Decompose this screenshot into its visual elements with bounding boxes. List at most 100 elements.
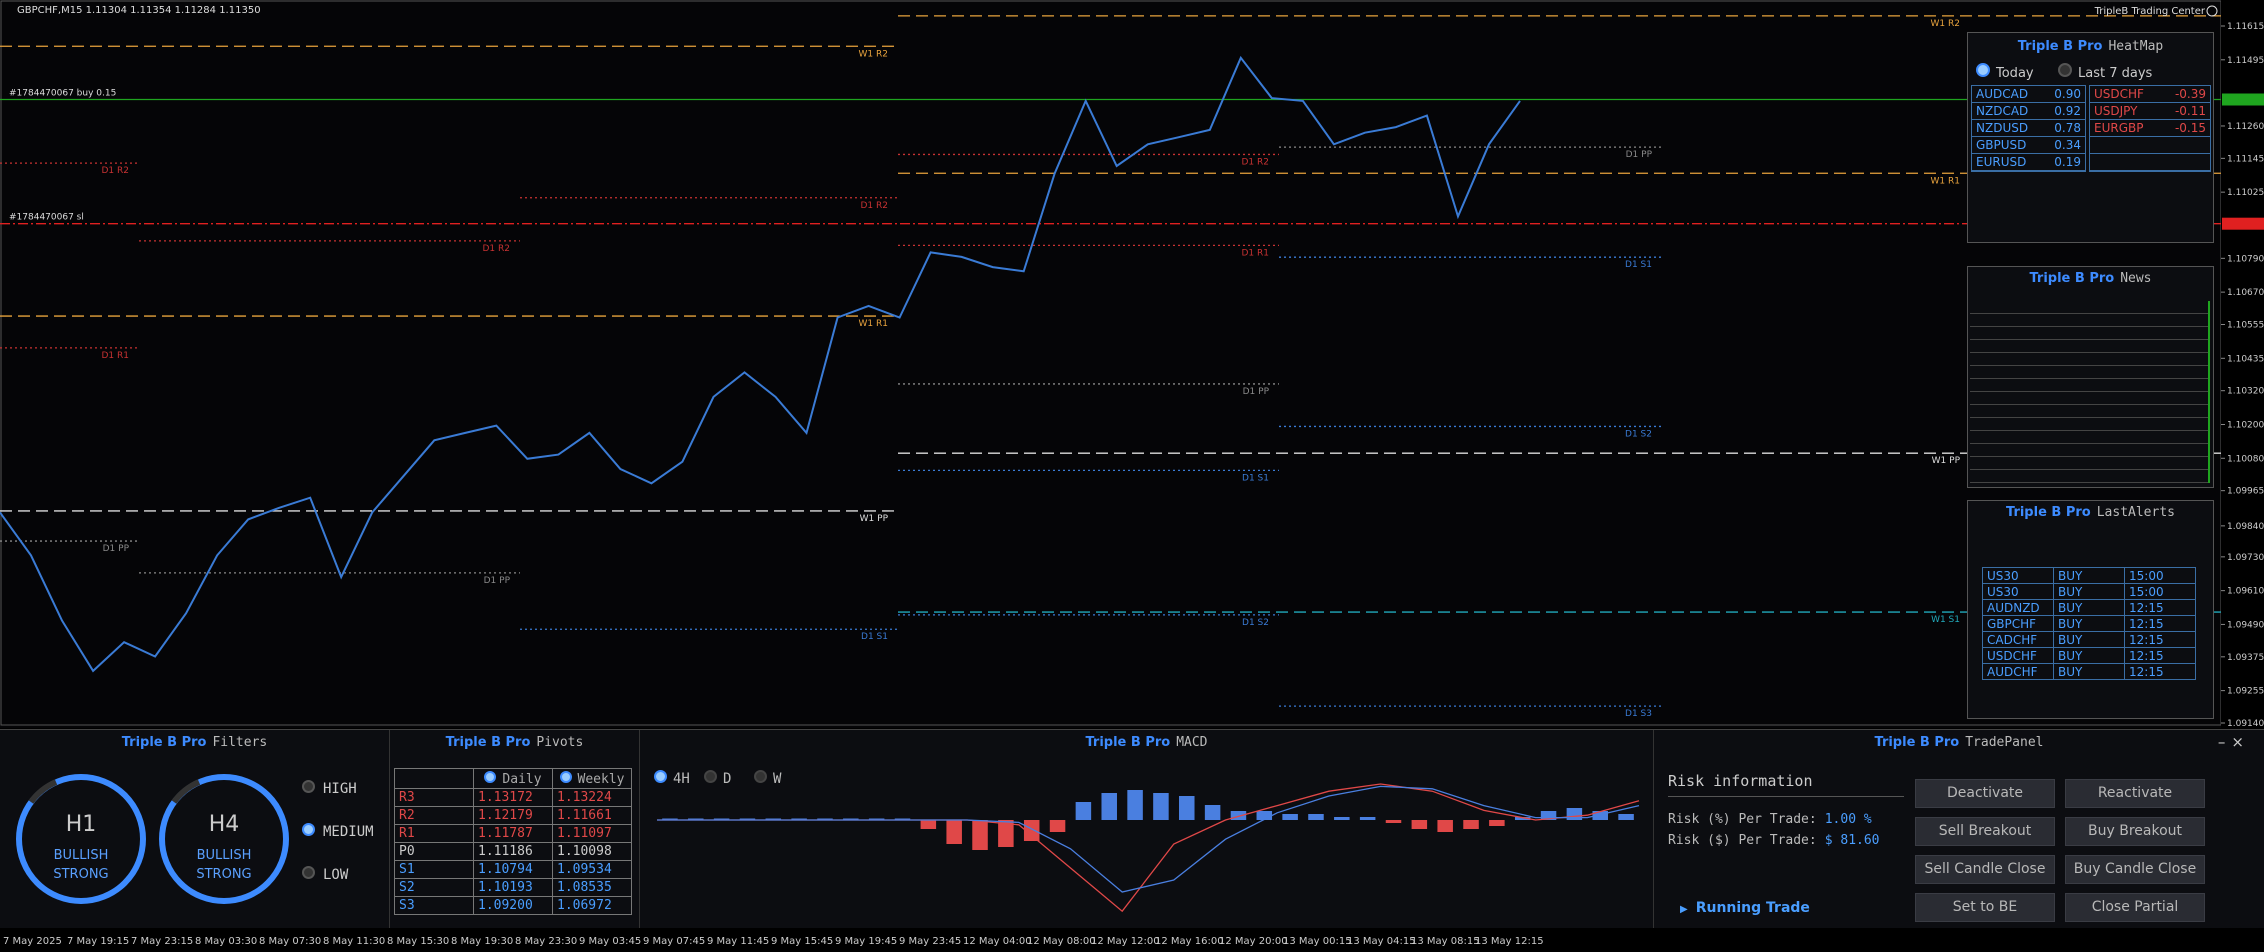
news-row bbox=[1970, 379, 2208, 392]
level-label: D1 R2 bbox=[861, 201, 889, 211]
level-label: D1 PP bbox=[103, 544, 130, 554]
filter-option[interactable]: HIGH bbox=[302, 780, 357, 797]
news-row bbox=[1970, 392, 2208, 405]
risk-row: Risk (%) Per Trade: 1.00 % bbox=[1668, 812, 1872, 827]
gauge: H4 BULLISH STRONG bbox=[159, 774, 289, 904]
histogram-bar bbox=[1204, 805, 1221, 820]
panel-title: Triple B Pro Pivots bbox=[390, 735, 639, 750]
trade-panel: Triple B Pro TradePanel –× Risk information… bbox=[1654, 730, 2264, 928]
timeframe-option[interactable]: W bbox=[754, 770, 781, 787]
y-tick-label: 1.10320 bbox=[2227, 387, 2264, 397]
level-label: D1 S2 bbox=[1625, 429, 1652, 439]
option-label: Last 7 days bbox=[2078, 66, 2153, 81]
time-label: 12 May 12:00 bbox=[1091, 936, 1160, 947]
news-row bbox=[1970, 470, 2208, 483]
alert-cell: BUY bbox=[2053, 631, 2125, 648]
trade-button[interactable]: Close Partial bbox=[2065, 893, 2205, 922]
trade-button[interactable]: Sell Breakout bbox=[1915, 817, 2055, 846]
pivot-cell: P0 bbox=[394, 842, 474, 861]
risk-heading: Risk information bbox=[1668, 772, 1813, 790]
trade-button[interactable]: Buy Candle Close bbox=[2065, 855, 2205, 884]
option-label: MEDIUM bbox=[323, 824, 374, 840]
pivot-cell: S1 bbox=[394, 860, 474, 879]
radio[interactable] bbox=[654, 770, 667, 783]
level-label: D1 S1 bbox=[1242, 473, 1269, 483]
heatmap-column: AUDCAD 0.90 NZDCAD 0.92 NZDUSD 0.78 GBPUSD 0.34… bbox=[1971, 85, 2086, 172]
macd-panel: Triple B Pro MACD 4H D W bbox=[640, 730, 1654, 928]
time-label: 13 May 00:15 bbox=[1283, 936, 1352, 947]
panel-title: Triple B Pro News bbox=[1968, 271, 2213, 286]
risk-value: 1.00 % bbox=[1824, 812, 1872, 827]
divider bbox=[1668, 796, 1904, 797]
radio[interactable] bbox=[484, 770, 497, 783]
pivot-row: R1 1.11787 1.11097 bbox=[394, 824, 632, 843]
y-tick-label: 1.10200 bbox=[2227, 420, 2264, 430]
radio[interactable] bbox=[302, 823, 315, 836]
pivot-cell: S2 bbox=[394, 878, 474, 897]
trade-button[interactable]: Deactivate bbox=[1915, 779, 2055, 808]
y-tick-label: 1.09375 bbox=[2227, 653, 2264, 663]
news-row bbox=[1970, 405, 2208, 418]
alert-row: AUDNZD BUY 12:15 bbox=[1982, 599, 2196, 616]
gauge-trend: BULLISH bbox=[197, 848, 252, 863]
radio[interactable] bbox=[2058, 63, 2072, 77]
pivot-row: R3 1.13172 1.13224 bbox=[394, 788, 632, 807]
panel-title: Triple B Pro HeatMap bbox=[1968, 39, 2213, 54]
gauge-ring bbox=[159, 774, 289, 904]
radio[interactable] bbox=[302, 866, 315, 879]
histogram-bar bbox=[1514, 817, 1531, 820]
radio[interactable] bbox=[1976, 63, 1990, 77]
filter-option[interactable]: LOW bbox=[302, 866, 348, 883]
close-buttons[interactable]: –× bbox=[2217, 733, 2250, 751]
pivot-row: S1 1.10794 1.09534 bbox=[394, 860, 632, 879]
heatmap-row: EURUSD 0.19 bbox=[1972, 154, 2085, 171]
trade-label: #1784470067 sl bbox=[9, 213, 84, 223]
heatmap-row: EURGBP -0.15 bbox=[2090, 120, 2210, 137]
timeframe-option[interactable]: D bbox=[704, 770, 731, 787]
trade-button[interactable]: Buy Breakout bbox=[2065, 817, 2205, 846]
pivot-cell: 1.13172 bbox=[473, 788, 553, 807]
trade-button[interactable]: Sell Candle Close bbox=[1915, 855, 2055, 884]
histogram-bar bbox=[1618, 814, 1634, 820]
time-label: 7 May 2025 bbox=[3, 936, 62, 947]
histogram-bar bbox=[1075, 802, 1092, 820]
timeframe-option[interactable]: 4H bbox=[654, 770, 690, 787]
radio[interactable] bbox=[302, 780, 315, 793]
filter-option[interactable]: MEDIUM bbox=[302, 823, 374, 840]
pair: NZDUSD bbox=[1976, 121, 2029, 135]
alert-cell: BUY bbox=[2053, 663, 2125, 680]
level-label: D1 S3 bbox=[1625, 709, 1652, 719]
symbol-info: GBPCHF,M15 1.11304 1.11354 1.11284 1.113… bbox=[17, 5, 261, 16]
alert-cell: 12:15 bbox=[2124, 615, 2196, 632]
option-label: D bbox=[723, 771, 732, 787]
score: -0.11 bbox=[2174, 104, 2206, 118]
trade-button[interactable]: Reactivate bbox=[2065, 779, 2205, 808]
title-brand: Triple B Pro bbox=[2029, 271, 2115, 286]
time-label: 12 May 04:00 bbox=[963, 936, 1032, 947]
y-tick-label: 1.11025 bbox=[2227, 188, 2264, 198]
alert-cell: 15:00 bbox=[2124, 583, 2196, 600]
alert-cell: 12:15 bbox=[2124, 631, 2196, 648]
time-label: 12 May 16:00 bbox=[1155, 936, 1224, 947]
histogram-bar bbox=[843, 818, 859, 820]
radio[interactable] bbox=[754, 770, 767, 783]
gauge-ring bbox=[16, 774, 146, 904]
radio[interactable] bbox=[704, 770, 717, 783]
trade-button[interactable]: Set to BE bbox=[1915, 893, 2055, 922]
histogram-bar bbox=[1127, 790, 1143, 820]
period-option[interactable]: Today bbox=[1976, 63, 2034, 81]
period-option[interactable]: Last 7 days bbox=[2058, 63, 2152, 81]
pivot-column: Daily bbox=[473, 768, 553, 789]
alert-cell: 15:00 bbox=[2124, 567, 2196, 584]
running-trade[interactable]: ▶ Running Trade bbox=[1680, 900, 1810, 916]
title-name: News bbox=[2120, 271, 2152, 286]
news-row bbox=[1970, 353, 2208, 366]
time-label: 8 May 11:30 bbox=[323, 936, 385, 947]
histogram-bar bbox=[1230, 811, 1247, 820]
gauge-gap bbox=[171, 779, 201, 804]
panel-title: Triple B Pro TradePanel bbox=[1654, 735, 2264, 750]
time-label: 8 May 07:30 bbox=[259, 936, 321, 947]
radio[interactable] bbox=[559, 770, 572, 783]
alert-cell: BUY bbox=[2053, 567, 2125, 584]
title-name: LastAlerts bbox=[2096, 505, 2175, 520]
